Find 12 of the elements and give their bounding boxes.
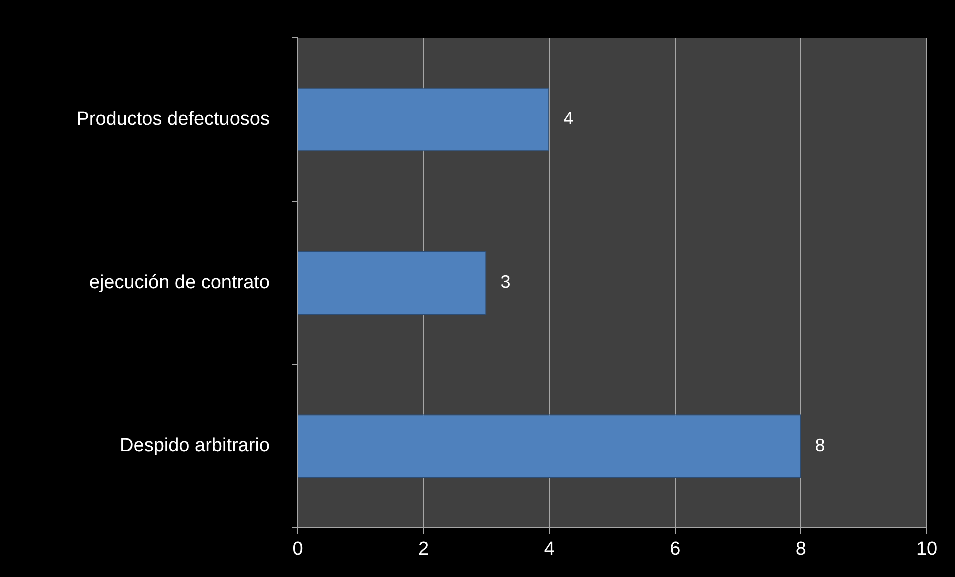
y-tick-label: Despido arbitrario — [120, 436, 270, 457]
x-tick-label: 6 — [670, 538, 681, 560]
data-label: 3 — [500, 272, 511, 292]
x-tick-label: 4 — [544, 538, 556, 560]
x-tick-label: 2 — [418, 538, 430, 560]
x-tick-label: 8 — [796, 538, 806, 560]
y-tick-label: Productos defectuosos — [76, 108, 270, 130]
data-label: 4 — [564, 108, 574, 129]
x-tick-label: 10 — [916, 538, 938, 560]
data-label: 8 — [815, 435, 826, 456]
y-tick-label: ejecución de contrato — [89, 272, 270, 294]
x-tick-label: 0 — [292, 538, 304, 560]
